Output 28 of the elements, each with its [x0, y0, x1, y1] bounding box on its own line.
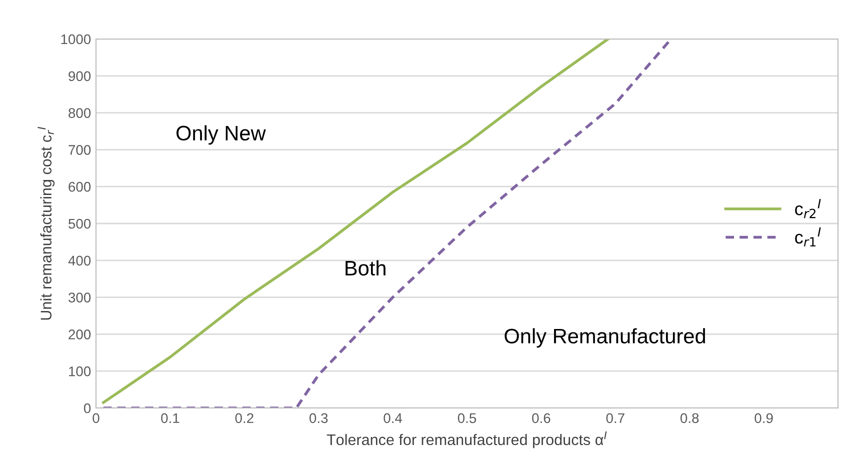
x-tick-label: 0.7 — [606, 413, 624, 424]
y-tick-label: 400 — [68, 256, 91, 266]
x-tick-label: 0.1 — [161, 413, 180, 424]
x-tick-label: 0.5 — [458, 413, 476, 424]
x-tick-label: 0.2 — [235, 413, 254, 424]
y-tick-label: 900 — [68, 71, 91, 82]
y-tick-label: 1000 — [61, 34, 91, 44]
annotation: Only New — [176, 125, 266, 145]
x-tick-label: 0 — [92, 413, 100, 424]
x-tick-label: 0.6 — [532, 413, 550, 424]
x-tick-label: 0.9 — [754, 413, 773, 424]
y-tick-label: 300 — [68, 292, 91, 302]
y-tick-label: 0 — [84, 403, 91, 414]
legend-label: c$_{r1}$$^{I}$ — [795, 227, 821, 246]
y-axis-title: Unit remanufacturing cost c$_{r}$$^{I}$ — [38, 126, 55, 320]
y-tick-label: 600 — [68, 182, 91, 192]
y-tick-label: 100 — [69, 366, 91, 376]
y-tick-label: 500 — [68, 218, 91, 229]
y-tick-label: 200 — [68, 330, 91, 340]
x-tick-label: 0.4 — [384, 413, 402, 424]
annotation: Both — [346, 260, 386, 276]
x-tick-label: 0.8 — [680, 413, 699, 424]
x-tick-label: 0.3 — [309, 413, 328, 424]
x-axis-title: Tolerance for remanufactured products α$^{I}$ — [326, 431, 607, 448]
y-tick-label: 700 — [68, 145, 91, 155]
legend-label: c$_{r2}$$^{I}$ — [795, 198, 821, 218]
annotation: Only Remanufactured — [504, 328, 705, 348]
y-tick-label: 800 — [68, 108, 91, 118]
